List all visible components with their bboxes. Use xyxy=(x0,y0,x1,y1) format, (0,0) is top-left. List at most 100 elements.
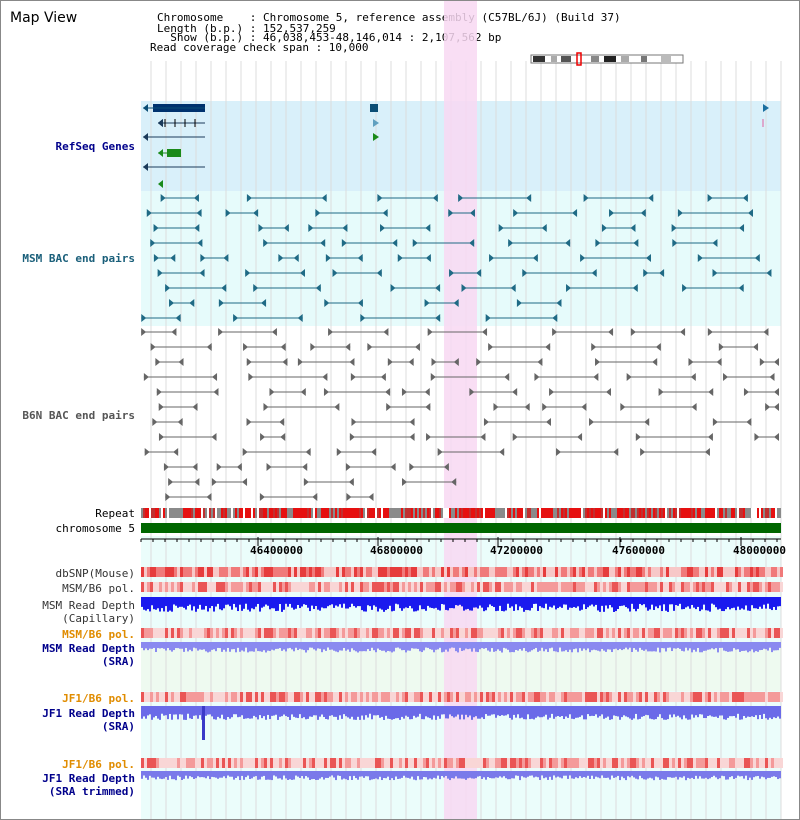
repeat-bar xyxy=(687,508,689,518)
jf1-depth-trim-bar xyxy=(205,771,207,779)
jf1-depth-trim-bar xyxy=(557,771,559,777)
msm-b6-pol2-heat xyxy=(207,628,210,638)
jf1-depth-sra-bar xyxy=(481,706,483,718)
msm-bac-end xyxy=(197,239,203,247)
b6n-bac-end xyxy=(549,388,555,396)
jf1-b6-pol2-heat xyxy=(534,758,537,768)
jf1-depth-sra-bar xyxy=(743,706,745,716)
repeat-bar xyxy=(267,508,269,518)
msm-b6-pol2-heat xyxy=(558,628,561,638)
msm-b6-pol-heat xyxy=(621,582,624,592)
repeat-bar xyxy=(205,508,207,518)
msm-depth-sra-bar xyxy=(681,642,683,651)
repeat-bar xyxy=(597,508,599,518)
b6n-bac-end xyxy=(300,388,306,396)
jf1-b6-pol-heat xyxy=(573,692,576,702)
repeat-bar xyxy=(325,508,327,518)
jf1-depth-trim-bar xyxy=(739,771,741,777)
jf1-b6-pol-heat xyxy=(282,692,285,702)
msm-depth-cap-bar xyxy=(457,597,459,606)
jf1-depth-trim-bar xyxy=(553,771,555,776)
msm-depth-cap-bar xyxy=(751,597,753,606)
jf1-depth-trim-bar xyxy=(519,771,521,781)
jf1-depth-sra-bar xyxy=(369,706,371,714)
msm-b6-pol-heat xyxy=(633,582,636,592)
jf1-b6-pol-heat xyxy=(561,692,564,702)
jf1-depth-sra-bar xyxy=(183,706,185,720)
jf1-b6-pol-heat xyxy=(660,692,663,702)
jf1-depth-trim-bar xyxy=(461,771,463,779)
jf1-depth-sra-bar xyxy=(215,706,217,720)
jf1-b6-pol-heat xyxy=(591,692,594,702)
jf1-depth-sra-bar xyxy=(427,706,429,718)
jf1-b6-pol-heat xyxy=(423,692,426,702)
jf1-depth-trim-bar xyxy=(587,771,589,776)
repeat-bar xyxy=(747,508,749,518)
view-title: Map View xyxy=(10,10,78,26)
msm-bac-end xyxy=(671,224,677,232)
jf1-depth-trim-bar xyxy=(465,771,467,780)
jf1-depth-sra-bar xyxy=(691,706,693,715)
msm-depth-cap-bar xyxy=(731,597,733,609)
msm-depth-cap-bar xyxy=(669,597,671,605)
jf1-depth-trim-bar xyxy=(565,771,567,776)
msm-b6-pol2-heat xyxy=(666,628,669,638)
msm-b6-pol2-heat xyxy=(264,628,267,638)
jf1-b6-pol2-heat xyxy=(684,758,687,768)
msm-bac-end xyxy=(157,269,163,277)
jf1-depth-sra-bar xyxy=(385,706,387,716)
repeat-bar xyxy=(537,508,539,518)
msm-depth-sra-bar xyxy=(299,642,301,649)
dbsnp-heat xyxy=(705,567,708,577)
jf1-depth-sra-bar xyxy=(657,706,659,717)
msm-depth-sra-bar xyxy=(255,642,257,649)
jf1-depth-trim-bar xyxy=(175,771,177,781)
dbsnp-heat xyxy=(393,567,396,577)
msm-depth-cap-bar xyxy=(729,597,731,610)
jf1-depth-sra-bar xyxy=(605,706,607,718)
dbsnp-heat xyxy=(405,567,408,577)
repeat-bar xyxy=(589,508,591,518)
jf1-b6-pol2-heat xyxy=(558,758,561,768)
msm-b6-pol2-heat xyxy=(327,628,330,638)
gene-block xyxy=(370,104,378,112)
jf1-b6-pol-heat xyxy=(510,692,513,702)
ideogram-band xyxy=(561,56,571,62)
msm-depth-sra-bar xyxy=(429,642,431,650)
msm-depth-sra-bar xyxy=(473,642,475,649)
msm-depth-cap-bar xyxy=(369,597,371,607)
msm-depth-cap-bar xyxy=(243,597,245,609)
jf1-b6-pol-heat xyxy=(366,692,369,702)
repeat-bar xyxy=(495,508,497,518)
msm-depth-sra-bar xyxy=(309,642,311,648)
b6n-bac-end xyxy=(499,448,505,456)
msm-depth-sra-bar xyxy=(775,642,777,651)
msm-b6-pol-heat xyxy=(696,582,699,592)
jf1-b6-pol2-heat xyxy=(723,758,726,768)
msm-depth-sra-bar xyxy=(705,642,707,651)
msm-depth-sra-bar xyxy=(587,642,589,649)
jf1-depth-trim-bar xyxy=(555,771,557,778)
jf1-depth-sra-bar xyxy=(267,706,269,715)
msm-depth-cap-bar xyxy=(761,597,763,609)
jf1-depth-sra-bar xyxy=(175,706,177,715)
dbsnp-heat xyxy=(612,567,615,577)
dbsnp-heat xyxy=(192,567,195,577)
msm-b6-pol-heat xyxy=(282,582,285,592)
jf1-depth-trim-bar xyxy=(203,771,205,778)
msm-b6-pol-heat xyxy=(420,582,423,592)
msm-b6-pol2-heat xyxy=(156,628,159,638)
b6n-bac-end xyxy=(707,433,713,441)
b6n-bac-end xyxy=(401,388,407,396)
jf1-depth-trim-bar xyxy=(635,771,637,779)
msm-b6-pol2-heat xyxy=(495,628,498,638)
jf1-depth-trim-bar xyxy=(435,771,437,779)
msm-b6-pol-heat xyxy=(657,582,660,592)
jf1-depth-trim-bar xyxy=(491,771,493,779)
msm-b6-pol2-heat xyxy=(753,628,756,638)
dbsnp-heat xyxy=(648,567,651,577)
jf1-depth-trim-bar xyxy=(657,771,659,778)
jf1-depth-sra-bar xyxy=(723,706,725,720)
jf1-depth-trim-bar xyxy=(487,771,489,778)
